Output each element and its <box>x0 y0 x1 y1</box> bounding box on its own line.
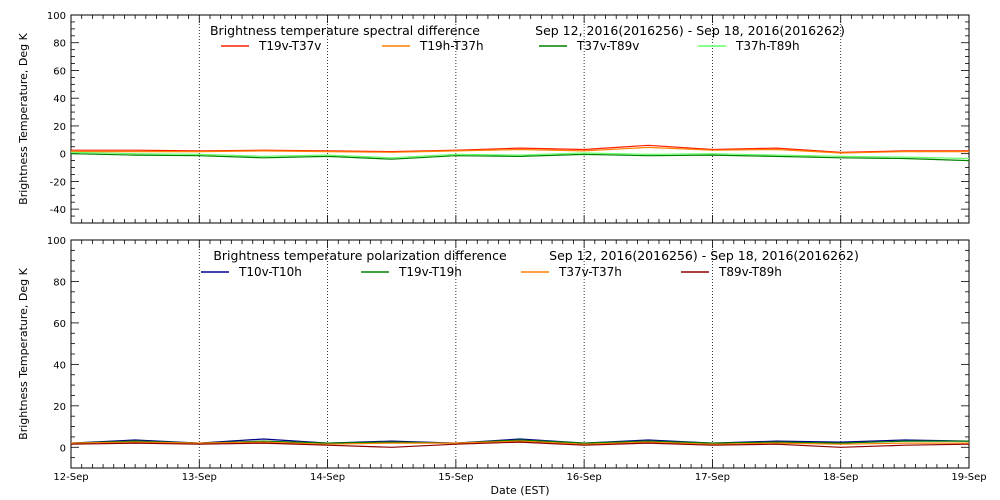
legend-entry: T89v-T89h <box>718 265 782 279</box>
series-line-t19v-t37v <box>71 144 969 153</box>
x-tick-label: 15-Sep <box>438 472 473 483</box>
y-tick-label: 80 <box>53 39 66 50</box>
plot-frame-spectral <box>70 14 970 224</box>
x-tick-label: 13-Sep <box>182 472 217 483</box>
x-tick-label: 17-Sep <box>695 472 730 483</box>
y-tick-label: 0 <box>60 150 66 161</box>
y-tick-label: 100 <box>47 236 66 247</box>
y-tick-label: 60 <box>53 66 66 77</box>
x-tick-label: 14-Sep <box>310 472 345 483</box>
y-tick-label: 40 <box>53 94 66 105</box>
y-tick-label: 20 <box>53 122 66 133</box>
legend-entry: T19v-T19h <box>398 265 462 279</box>
legend-entry: T19h-T37h <box>419 39 484 53</box>
x-tick-label: 18-Sep <box>823 472 858 483</box>
legend-entry: T10v-T10h <box>238 265 302 279</box>
y-tick-label: 100 <box>47 11 66 22</box>
series-line-t37h-t89h <box>70 151 970 160</box>
chart-title-spectral: Brightness temperature spectral differen… <box>210 23 480 38</box>
series-line-t89v-t89h <box>70 441 970 448</box>
y-tick-label: -40 <box>50 205 66 216</box>
series-line-t37v-t37h <box>70 440 969 445</box>
y-axis-label-spectral: Brightness Temperature, Deg K <box>17 32 30 204</box>
legend-entry: T19v-T37v <box>258 39 321 53</box>
series-line-t10v-t10h <box>70 438 970 444</box>
x-tick-label: 12-Sep <box>53 472 88 483</box>
legend-entry: T37v-T89v <box>576 39 639 53</box>
series-line-t19h-t37h <box>71 146 969 154</box>
x-tick-label: 16-Sep <box>567 472 602 483</box>
x-axis-label: Date (EST) <box>490 484 549 497</box>
date-range-spectral: Sep 12, 2016(2016256) - Sep 18, 2016(201… <box>535 23 845 38</box>
panel-polarization: 0 20 40 60 80 100 Brightness Temperature, Deg… <box>17 236 970 469</box>
panel-spectral: -40 -20 0 20 40 60 80 100 Brightness Temperatur… <box>17 11 970 224</box>
y-tick-label: 80 <box>53 277 66 288</box>
legend-entry: T37h-T89h <box>735 39 800 53</box>
chart-title-polarization: Brightness temperature polarization diff… <box>213 248 507 263</box>
legend-entry: T37v-T37h <box>558 265 622 279</box>
x-tick-label: 19-Sep <box>951 472 986 483</box>
plot-frame-polarization <box>70 239 970 469</box>
y-tick-label: -20 <box>50 177 66 188</box>
y-tick-label: 40 <box>53 360 66 371</box>
date-range-polarization: Sep 12, 2016(2016256) - Sep 18, 2016(201… <box>549 248 859 263</box>
y-tick-label: 0 <box>60 443 66 454</box>
series-line-t37v-t89v <box>70 153 970 162</box>
y-tick-label: 20 <box>53 402 66 413</box>
y-axis-label-polarization: Brightness Temperature, Deg K <box>17 267 30 439</box>
y-tick-label: 60 <box>53 319 66 330</box>
